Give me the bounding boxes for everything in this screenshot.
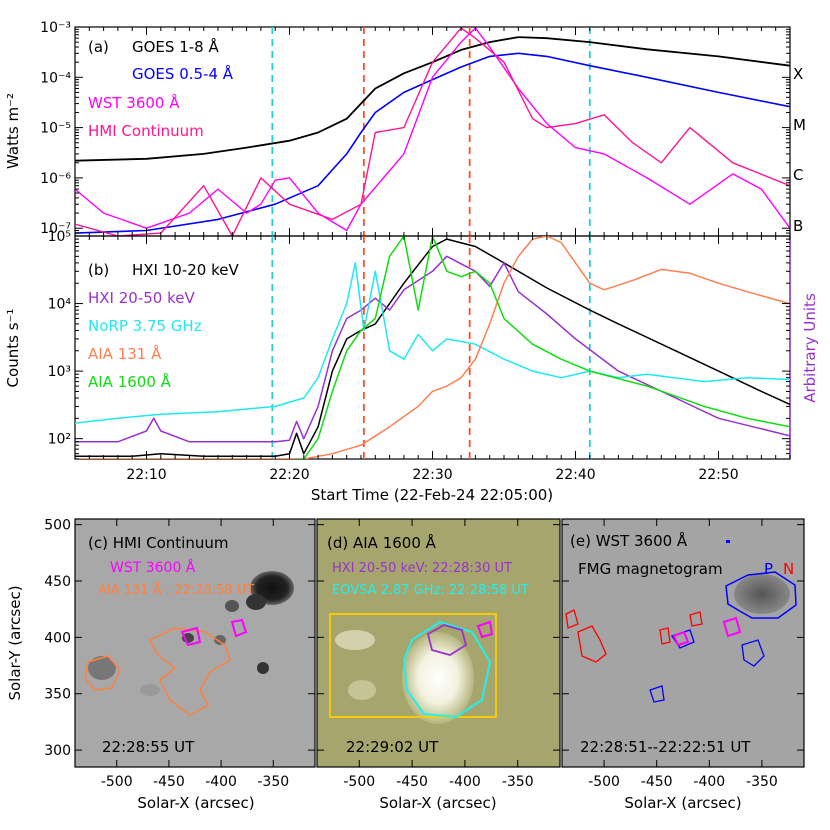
image-xlabel-d: Solar-X (arcsec) <box>379 794 496 812</box>
panel-d: (d) AIA 1600 Å HXI 20-50 keV: 22:28:30 U… <box>316 518 561 768</box>
panel-a-ylabel: Watts m⁻² <box>4 93 22 169</box>
image-xtick-label-1-1: -450 <box>396 774 428 790</box>
image-xtick-label-2-0: -500 <box>588 774 620 790</box>
panel-b: 10⁵ 10⁴ 10³ 10² 22:10 22:20 22:30 22:40 22:50 (b… <box>4 229 819 504</box>
panel-a-series-1 <box>75 52 790 234</box>
panel-e-label-fmg: FMG magnetogram <box>578 560 723 578</box>
panel-b-xtick-label-3: 22:40 <box>555 467 595 483</box>
panel-b-ytick-label-3: 10² <box>48 432 71 448</box>
panel-c: (c) HMI Continuum WST 3600 Å AIA 131 Å :… <box>74 518 316 768</box>
panel-b-ylabel: Counts s⁻¹ <box>4 309 22 388</box>
panel-b-label: (b) <box>88 261 109 279</box>
panel-e-label-n: N <box>783 560 794 578</box>
class-label-b: B <box>793 217 803 235</box>
image-ytick-label-4: 300 <box>44 743 71 759</box>
image-xtick-label-2-3: -350 <box>746 774 778 790</box>
panel-b-xtick-label-4: 22:50 <box>698 467 738 483</box>
image-xtick-label-1-2: -400 <box>449 774 481 790</box>
panel-a-ytick-label-2: 10⁻⁵ <box>40 121 71 137</box>
legend-hxi-20-50: HXI 20-50 keV <box>88 289 195 307</box>
panel-d-timestamp: 22:29:02 UT <box>346 738 439 756</box>
legend-norp-3-75: NoRP 3.75 GHz <box>88 317 202 335</box>
panel-a-ytick-label-4: 10⁻⁷ <box>40 221 71 237</box>
image-ylabel: Solar-Y (arcsec) <box>6 585 24 700</box>
panel-a-series-3 <box>75 27 790 236</box>
panel-c-title: (c) HMI Continuum <box>88 534 228 552</box>
panel-c-timestamp: 22:28:55 UT <box>102 738 195 756</box>
panel-c-label-wst: WST 3600 Å <box>110 559 196 576</box>
panel-a-label: (a) <box>88 38 109 56</box>
image-xtick-label-1-0: -500 <box>343 774 375 790</box>
panel-b-xtick-label-1: 22:20 <box>269 467 309 483</box>
panel-b-series-3 <box>75 236 790 459</box>
image-xtick-label-0-3: -350 <box>257 774 289 790</box>
class-label-m: M <box>793 116 806 134</box>
panel-b-ytick-label-1: 10⁴ <box>48 297 72 313</box>
panel-b-ytick-label-0: 10⁵ <box>48 229 71 245</box>
panel-c-image <box>84 571 294 716</box>
legend-aia-1600: AIA 1600 Å <box>88 372 172 391</box>
panel-b-series-4 <box>293 236 790 459</box>
panel-b-xtick-label-2: 22:30 <box>412 467 452 483</box>
image-panel-axes: 500 450 400 350 300 -500 -450 -400 -350 -500 -450 -… <box>44 518 804 790</box>
image-xtick-label-0-1: -450 <box>153 774 185 790</box>
legend-goes-0-5-4: GOES 0.5-4 Å <box>132 64 234 83</box>
panel-a-ytick-label-1: 10⁻⁴ <box>40 70 71 86</box>
panel-d-title: (d) AIA 1600 Å <box>327 533 437 552</box>
legend-goes-1-8: GOES 1-8 Å <box>132 37 219 56</box>
image-ytick-label-3: 350 <box>44 687 71 703</box>
image-xtick-label-0-2: -400 <box>205 774 237 790</box>
image-xtick-label-0-0: -500 <box>101 774 133 790</box>
image-xtick-label-2-1: -450 <box>641 774 673 790</box>
panel-b-series-1 <box>75 255 790 443</box>
panel-a: 10⁻³ 10⁻⁴ 10⁻⁵ 10⁻⁶ 10⁻⁷ (a) GOES 1-8 Å GOES… <box>4 20 806 237</box>
panel-a-ytick-label-0: 10⁻³ <box>40 20 71 36</box>
legend-wst-3600: WST 3600 Å <box>88 93 180 112</box>
panel-a-ytick-label-3: 10⁻⁶ <box>40 171 71 187</box>
panel-b-ytick-label-2: 10³ <box>48 364 71 380</box>
panel-e-label-p: P <box>764 560 773 578</box>
image-xtick-label-1-3: -350 <box>502 774 534 790</box>
image-ytick-label-0: 500 <box>44 518 71 534</box>
panel-e-image <box>565 571 797 703</box>
image-ytick-label-1: 450 <box>44 574 71 590</box>
image-xlabel-c: Solar-X (arcsec) <box>137 794 254 812</box>
class-label-x: X <box>793 65 803 83</box>
legend-aia-131: AIA 131 Å <box>88 344 162 363</box>
panel-b-ylabel-right: Arbitrary Units <box>801 293 819 403</box>
panel-b-xlabel: Start Time (22-Feb-24 22:05:00) <box>311 486 553 504</box>
panel-d-image <box>329 613 497 724</box>
panel-e: (e) WST 3600 Å FMG magnetogram P N 22:28… <box>561 518 805 768</box>
panel-c-label-aia: AIA 131 Å : 22:28:58 UT <box>98 582 254 598</box>
panel-b-series-0 <box>75 238 790 457</box>
panel-b-xtick-label-0: 22:10 <box>126 467 166 483</box>
legend-hmi-continuum: HMI Continuum <box>88 122 204 140</box>
panel-a-series-2 <box>75 27 790 232</box>
image-xtick-label-2-2: -400 <box>693 774 725 790</box>
panel-a-series-0 <box>75 36 790 162</box>
panel-e-timestamp: 22:28:51--22:22:51 UT <box>580 738 751 756</box>
panel-e-title: (e) WST 3600 Å <box>570 531 688 550</box>
panel-d-label-hxi: HXI 20-50 keV: 22:28:30 UT <box>332 561 512 576</box>
image-ytick-label-2: 400 <box>44 630 71 646</box>
legend-hxi-10-20: HXI 10-20 keV <box>132 261 239 279</box>
class-label-c: C <box>793 166 803 184</box>
panel-d-label-eovsa: EOVSA 2.87 GHz: 22:28:58 UT <box>332 583 529 598</box>
image-xlabel-e: Solar-X (arcsec) <box>624 794 741 812</box>
